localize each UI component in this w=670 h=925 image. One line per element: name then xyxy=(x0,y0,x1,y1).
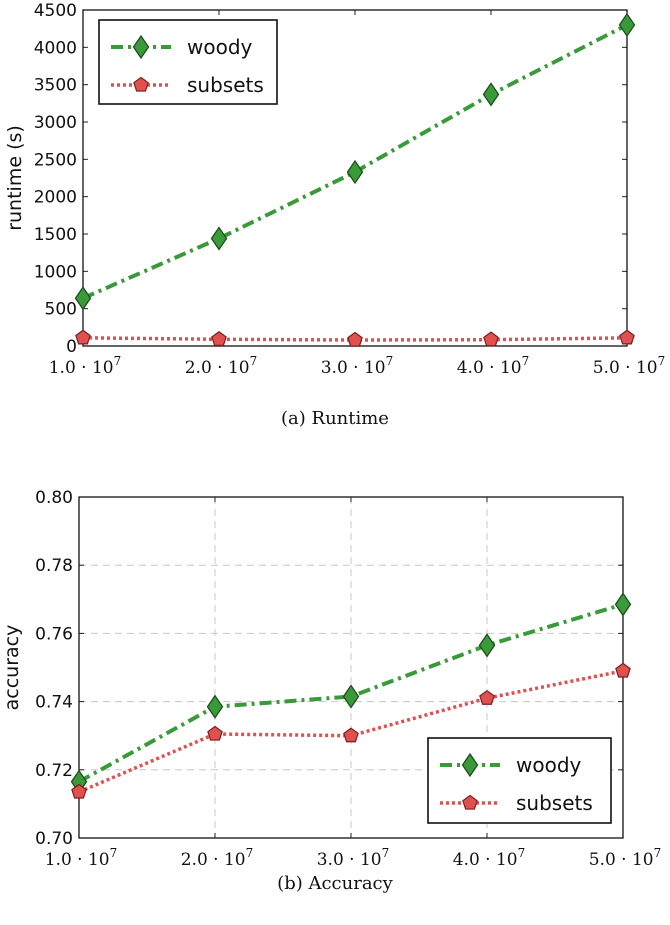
x-tick-label: 4.0 · 107 xyxy=(453,846,526,870)
series-line-woody xyxy=(78,602,624,784)
x-tick-exponent: 7 xyxy=(386,354,394,368)
legend-box xyxy=(427,737,612,824)
x-tick-label: 3.0 · 107 xyxy=(321,354,394,378)
y-tick-label: 0.72 xyxy=(35,761,73,781)
x-tick-exponent: 7 xyxy=(110,846,118,860)
legend-label-subsets: subsets xyxy=(187,73,264,97)
marker-subsets xyxy=(207,725,223,741)
subfigure-caption: (b) Accuracy xyxy=(277,873,393,894)
marker-woody xyxy=(206,694,224,719)
x-tick-label: 1.0 · 107 xyxy=(45,846,118,870)
legend-marker-woody xyxy=(132,34,150,60)
marker-woody xyxy=(74,286,92,311)
x-tick-exponent: 7 xyxy=(382,846,390,860)
x-tick-exponent: 7 xyxy=(518,846,526,860)
x-tick-exponent: 7 xyxy=(654,846,662,860)
x-tick-exponent: 7 xyxy=(658,354,666,368)
marker-woody xyxy=(342,684,360,709)
marker-woody xyxy=(482,82,500,107)
legend-label-subsets: subsets xyxy=(516,791,593,815)
marker-woody xyxy=(618,12,636,38)
marker-subsets xyxy=(479,689,495,705)
x-tick-exponent: 7 xyxy=(114,354,122,368)
x-tick-exponent: 7 xyxy=(522,354,530,368)
x-tick-label: 3.0 · 107 xyxy=(317,846,390,870)
marker-subsets xyxy=(615,662,631,678)
series-line-woody xyxy=(82,23,628,301)
marker-woody xyxy=(478,633,496,658)
x-tick-label: 1.0 · 107 xyxy=(49,354,122,378)
x-tick-label: 4.0 · 107 xyxy=(457,354,530,378)
y-tick-label: 3500 xyxy=(34,76,77,96)
x-tick-label: 2.0 · 107 xyxy=(181,846,254,870)
legend: woody subsets xyxy=(427,737,612,824)
y-axis-label: runtime (s) xyxy=(4,125,26,231)
y-tick-label: 0.80 xyxy=(35,488,73,508)
x-tick-label: 2.0 · 107 xyxy=(185,354,258,378)
y-tick-label: 0.70 xyxy=(35,829,73,849)
y-tick-label: 1500 xyxy=(34,225,77,245)
legend-label-woody: woody xyxy=(516,753,582,777)
legend-marker-subsets xyxy=(462,794,478,810)
subfigure-caption: (a) Runtime xyxy=(281,408,389,429)
chart-0: 0 500 1000 1500 2000 2500 3000 3500 4000 4500 1.0 … xyxy=(4,1,665,429)
y-axis-label: accuracy xyxy=(1,625,23,711)
legend-label-woody: woody xyxy=(187,35,253,59)
y-tick-label: 0.74 xyxy=(35,693,73,713)
y-tick-label: 1000 xyxy=(34,262,77,282)
y-tick-label: 2000 xyxy=(34,188,77,208)
marker-subsets xyxy=(71,783,87,799)
marker-woody xyxy=(346,159,364,185)
y-tick-label: 4000 xyxy=(34,38,77,58)
y-tick-label: 4500 xyxy=(34,1,77,21)
x-tick-exponent: 7 xyxy=(250,354,258,368)
x-tick-exponent: 7 xyxy=(246,846,254,860)
legend-marker-subsets xyxy=(133,76,149,92)
marker-subsets xyxy=(75,329,91,345)
legend-box xyxy=(98,19,278,105)
y-tick-label: 0.76 xyxy=(35,624,73,644)
x-tick-label: 5.0 · 107 xyxy=(589,846,662,870)
y-tick-label: 0.78 xyxy=(35,556,73,576)
chart-1: 0.70 0.72 0.74 0.76 0.78 0.80 1.0 · 107 2.0 · 1… xyxy=(1,488,661,894)
y-tick-label: 2500 xyxy=(34,150,77,170)
marker-woody xyxy=(210,226,228,251)
y-tick-label: 3000 xyxy=(34,113,77,133)
x-tick-label: 5.0 · 107 xyxy=(593,354,666,378)
marker-subsets xyxy=(619,329,635,345)
marker-subsets xyxy=(343,727,359,743)
y-tick-label: 500 xyxy=(45,300,77,320)
y-tick-label: 0 xyxy=(66,337,77,357)
legend: woody subsets xyxy=(98,19,278,105)
marker-subsets xyxy=(211,331,227,346)
marker-woody xyxy=(614,592,632,617)
marker-subsets xyxy=(347,331,363,347)
marker-subsets xyxy=(483,331,499,347)
legend-marker-woody xyxy=(461,752,479,778)
